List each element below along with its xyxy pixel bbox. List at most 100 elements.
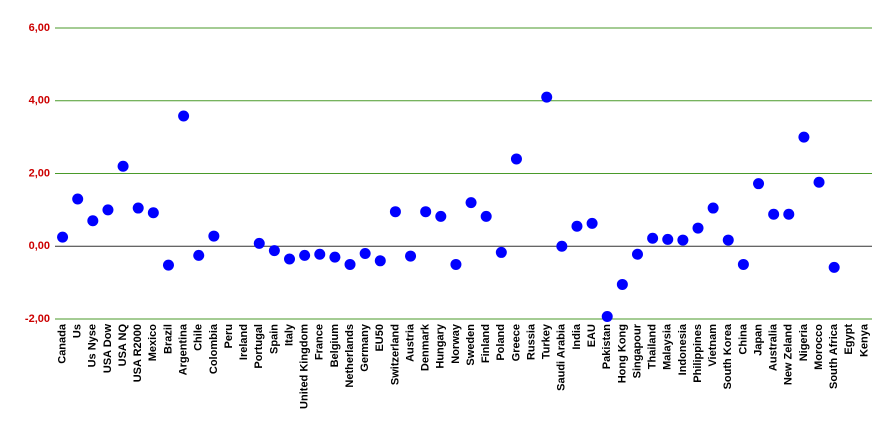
x-tick-label: Norway — [450, 323, 462, 364]
dot — [117, 160, 129, 172]
dot — [389, 206, 401, 218]
dot — [329, 251, 341, 263]
x-tick-label: Denmark — [420, 323, 432, 371]
dot — [465, 197, 477, 209]
x-tick-label: Sweden — [465, 324, 477, 366]
dot — [344, 258, 356, 270]
x-tick-label: South Africa — [828, 323, 840, 389]
dot — [102, 204, 114, 216]
dot — [284, 253, 296, 265]
x-tick-label: Hong Kong — [616, 324, 628, 383]
x-tick-label: Spain — [268, 324, 280, 354]
dot — [420, 206, 432, 218]
dot — [813, 176, 825, 188]
dot — [556, 240, 568, 252]
dot — [208, 230, 220, 242]
dot — [450, 258, 462, 270]
dot — [268, 245, 280, 257]
dot — [359, 248, 371, 260]
x-tick-label: Japan — [752, 324, 764, 356]
dot — [541, 91, 553, 103]
dot — [616, 278, 628, 290]
dot — [299, 249, 311, 261]
x-tick-label: Pakistan — [601, 324, 613, 370]
y-tick-label: 2,00 — [29, 167, 50, 179]
x-tick-label: Brazil — [162, 324, 174, 354]
x-tick-label: USA Dow — [102, 324, 114, 374]
x-tick-label: Colombia — [208, 323, 220, 374]
x-tick-label: South Korea — [722, 323, 734, 389]
dot — [662, 233, 674, 245]
x-tick-label: Russia — [525, 323, 537, 360]
dot — [586, 217, 598, 229]
dot — [435, 210, 447, 222]
x-tick-label: Singapour — [631, 323, 643, 378]
x-tick-label: India — [571, 323, 583, 350]
x-tick-label: USA NQ — [117, 324, 129, 367]
x-tick-label: France — [314, 324, 326, 360]
x-tick-label: Portugal — [253, 324, 265, 369]
dot — [253, 237, 265, 249]
dot — [783, 208, 795, 220]
x-tick-label: Morocco — [813, 324, 825, 370]
x-tick-label: Netherlands — [344, 324, 356, 388]
x-tick-label: Australia — [768, 323, 780, 371]
x-tick-label: Thailand — [647, 324, 659, 369]
dot — [677, 234, 689, 246]
x-tick-label: Chile — [193, 324, 205, 351]
dot — [495, 246, 507, 258]
dot — [631, 248, 643, 260]
x-tick-label: Kenya — [858, 323, 870, 357]
x-tick-label: Turkey — [541, 323, 553, 359]
y-tick-label: 6,00 — [29, 22, 50, 34]
x-tick-label: Nigeria — [798, 323, 810, 361]
x-tick-label: China — [737, 323, 749, 354]
x-tick-label: Germany — [359, 323, 371, 372]
dot — [647, 232, 659, 244]
x-tick-label: Belgium — [329, 324, 341, 368]
dot — [72, 193, 84, 205]
x-tick-label: New Zeland — [783, 324, 795, 385]
dot — [753, 178, 765, 190]
dot — [798, 131, 810, 143]
x-tick-label: United Kingdom — [299, 324, 311, 409]
x-tick-label: Hungary — [435, 323, 447, 369]
y-tick-label: 4,00 — [29, 95, 50, 107]
dot — [405, 250, 417, 262]
dot — [828, 261, 840, 273]
dot — [510, 153, 522, 165]
dot — [162, 259, 174, 271]
dot — [768, 208, 780, 220]
x-tick-label: Egypt — [843, 324, 855, 355]
x-tick-label: Switzerland — [389, 324, 401, 385]
x-tick-label: Us — [72, 324, 84, 338]
x-tick-label: Vietnam — [707, 324, 719, 367]
dot — [601, 310, 613, 322]
x-tick-label: Philippines — [692, 324, 704, 383]
x-tick-label: Indonesia — [677, 323, 689, 375]
x-tick-label: Saudi Arabia — [556, 323, 568, 391]
y-tick-label: 0,00 — [29, 240, 50, 252]
x-tick-label: Malaysia — [662, 323, 674, 370]
dot — [692, 222, 704, 234]
dot — [480, 210, 492, 222]
x-tick-label: Peru — [223, 324, 235, 348]
dot — [722, 234, 734, 246]
x-tick-label: Ireland — [238, 324, 250, 360]
dot — [193, 249, 205, 261]
x-tick-label: Argentina — [178, 323, 190, 375]
dot — [178, 110, 190, 122]
x-tick-label: USA R2000 — [132, 324, 144, 382]
x-tick-label: EU50 — [374, 324, 386, 352]
x-tick-label: Greece — [510, 324, 522, 361]
dot — [571, 220, 583, 232]
dot — [57, 231, 69, 243]
dot — [737, 258, 749, 270]
x-tick-label: EAU — [586, 324, 598, 347]
dot — [87, 215, 99, 227]
x-tick-label: Poland — [495, 324, 507, 361]
x-tick-label: Finland — [480, 324, 492, 363]
dot — [132, 202, 144, 214]
y-tick-label: -2,00 — [25, 313, 50, 325]
